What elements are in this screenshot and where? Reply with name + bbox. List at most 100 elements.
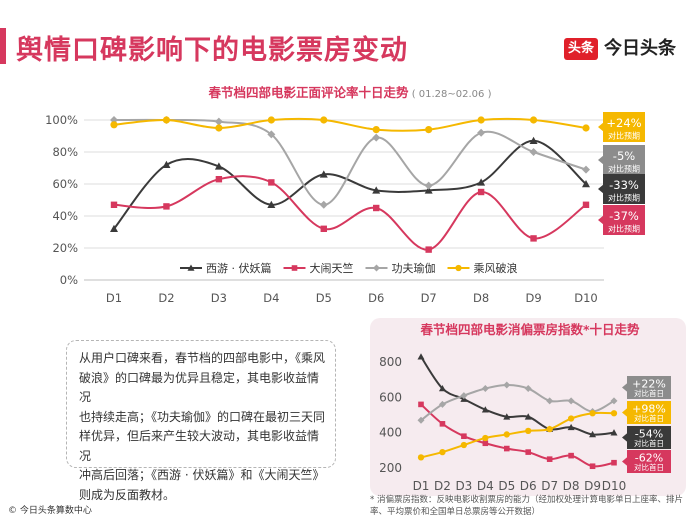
square-marker bbox=[425, 246, 432, 253]
callout-value: -37% bbox=[609, 209, 639, 223]
diamond-marker bbox=[373, 264, 380, 272]
series-group bbox=[418, 401, 617, 470]
commentary-line: 从用户口碑来看，春节档的四部电影中，《乘风 bbox=[79, 351, 326, 365]
callout-box bbox=[627, 426, 671, 449]
x-tick-label: D1 bbox=[106, 291, 122, 305]
chart-title: 春节档四部电影正面评论率十日走势 ( 01.28~02.06 ) bbox=[208, 85, 492, 100]
square-marker bbox=[439, 421, 446, 427]
series-group bbox=[110, 136, 590, 232]
diamond-marker bbox=[503, 381, 511, 389]
x-tick-label: D4 bbox=[263, 291, 279, 305]
x-tick-label: D8 bbox=[473, 291, 489, 305]
chart-title-main: 春节档四部电影正面评论率十日走势 bbox=[208, 85, 410, 100]
y-tick-label: 400 bbox=[379, 426, 402, 440]
callout-box bbox=[627, 401, 671, 424]
circle-marker bbox=[529, 116, 538, 124]
callout-pointer bbox=[598, 184, 604, 194]
callout-pointer bbox=[598, 122, 604, 132]
commentary-line: 样优异，但后来产生较大波动，其电影收益情况 bbox=[79, 429, 320, 463]
diamond-marker bbox=[417, 416, 425, 424]
legend-label: 大闹天竺 bbox=[310, 261, 354, 275]
x-tick-label: D2 bbox=[434, 479, 451, 493]
triangle-marker bbox=[524, 413, 532, 420]
triangle-marker bbox=[610, 429, 618, 436]
circle-marker bbox=[162, 116, 171, 124]
diamond-marker bbox=[424, 181, 433, 190]
title-accent-bar bbox=[0, 28, 6, 64]
diamond-marker bbox=[582, 165, 590, 174]
commentary-line: 破浪》的口碑最为优异且稳定，其电影收益情况 bbox=[79, 370, 320, 405]
circle-marker bbox=[589, 410, 596, 417]
x-tick-label: D3 bbox=[211, 291, 227, 305]
circle-marker bbox=[525, 427, 532, 435]
callout-pointer bbox=[598, 155, 604, 165]
square-marker bbox=[546, 456, 553, 462]
callout-note: 对比预期 bbox=[608, 130, 640, 140]
circle-marker bbox=[567, 415, 575, 422]
commentary-box: 从用户口碑来看，春节档的四部电影中，《乘风 破浪》的口碑最为优异且稳定，其电影收… bbox=[66, 340, 336, 502]
triangle-marker bbox=[529, 136, 538, 144]
square-marker bbox=[373, 204, 380, 212]
commentary-line: 冲高后回落；《西游 · 伏妖篇》和《大闹天竺》 bbox=[79, 468, 325, 482]
x-tick-label: D9 bbox=[584, 479, 601, 493]
callout-box bbox=[603, 174, 645, 204]
square-marker bbox=[589, 463, 596, 470]
x-tick-label: D6 bbox=[520, 479, 537, 493]
callout-value: -54% bbox=[635, 428, 663, 441]
series-group bbox=[110, 175, 590, 253]
commentary-line: 也持续走高；《功夫瑜伽》的口碑在最初三天同 bbox=[79, 409, 326, 424]
callout-pointer bbox=[598, 215, 604, 225]
callout-pointer bbox=[622, 407, 628, 418]
x-tick-label: D4 bbox=[477, 479, 494, 493]
x-tick-label: D1 bbox=[413, 479, 430, 493]
x-tick-label: D7 bbox=[541, 479, 558, 493]
callout-value: +98% bbox=[632, 403, 666, 416]
square-marker bbox=[611, 459, 617, 466]
triangle-marker bbox=[438, 385, 446, 392]
callout-note: 对比首日 bbox=[634, 413, 664, 423]
y-tick-label: 40% bbox=[52, 209, 78, 223]
triangle-marker bbox=[417, 353, 425, 360]
callout-note: 对比预期 bbox=[608, 223, 640, 233]
x-tick-label: D6 bbox=[368, 291, 384, 305]
series-group bbox=[110, 116, 590, 209]
triangle-marker bbox=[424, 186, 433, 194]
diamond-marker bbox=[546, 397, 554, 405]
circle-marker bbox=[320, 116, 328, 124]
square-marker bbox=[461, 433, 467, 439]
diamond-marker bbox=[438, 400, 446, 408]
y-tick-label: 100% bbox=[45, 113, 78, 127]
page-title: 舆情口碑影响下的电影票房变动 bbox=[16, 35, 408, 66]
chart-title: 春节档四部电影消偏票房指数*十日走势 bbox=[419, 322, 640, 337]
diamond-marker bbox=[319, 200, 328, 209]
callout-note: 对比首日 bbox=[634, 388, 664, 398]
diamond-marker bbox=[477, 128, 486, 137]
triangle-marker bbox=[481, 406, 489, 413]
series-group bbox=[110, 116, 590, 134]
callout-note: 对比首日 bbox=[634, 438, 664, 448]
square-marker bbox=[503, 445, 510, 452]
callout-box bbox=[627, 376, 671, 399]
callout-pointer bbox=[622, 432, 628, 443]
y-tick-label: 60% bbox=[52, 177, 78, 191]
circle-marker bbox=[582, 124, 590, 132]
legend-label: 功夫瑜伽 bbox=[392, 261, 436, 275]
chart-title-main: 春节档四部电影消偏票房指数*十日走势 bbox=[419, 322, 640, 337]
circle-marker bbox=[110, 121, 118, 129]
series-group bbox=[417, 353, 618, 438]
circle-marker bbox=[477, 116, 485, 124]
commentary-line: 则成为反面教材。 bbox=[79, 487, 176, 502]
square-marker bbox=[320, 225, 327, 232]
square-marker bbox=[582, 201, 590, 208]
y-tick-label: 20% bbox=[52, 241, 78, 255]
callout-box bbox=[603, 145, 645, 175]
circle-marker bbox=[460, 441, 468, 449]
diamond-marker bbox=[460, 392, 468, 400]
circle-marker bbox=[455, 264, 462, 272]
circle-marker bbox=[610, 410, 618, 417]
triangle-marker bbox=[187, 264, 195, 271]
circle-marker bbox=[372, 126, 380, 134]
diamond-marker bbox=[267, 130, 276, 139]
y-tick-label: 200 bbox=[379, 461, 402, 475]
